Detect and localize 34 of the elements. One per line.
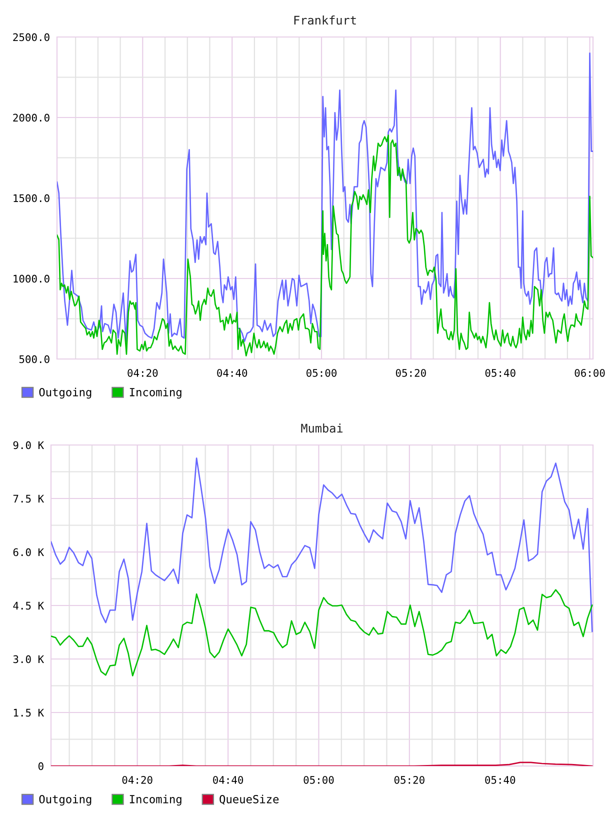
x-tick-label: 05:00 xyxy=(304,776,334,784)
y-tick-label: 7.5 K xyxy=(13,494,44,503)
legend-label: Incoming xyxy=(130,794,182,806)
y-tick-label: 1500.0 xyxy=(14,194,50,202)
chart-title: Frankfurt xyxy=(294,16,356,25)
y-tick-label: 1.5 K xyxy=(14,708,44,717)
x-tick-label: 05:00 xyxy=(306,368,337,377)
y-tick-label: 2000.0 xyxy=(13,114,50,122)
y-tick-label: 0 xyxy=(38,762,44,770)
x-tick-label: 04:40 xyxy=(217,368,248,377)
y-tick-label: 1000.0 xyxy=(14,274,50,283)
legend-label: Outgoing xyxy=(39,388,92,399)
line-series xyxy=(57,134,593,356)
x-tick-label: 05:40 xyxy=(485,776,516,784)
x-tick-label: 04:40 xyxy=(213,776,244,784)
chart-title: Mumbai xyxy=(301,424,343,433)
x-tick-label: 05:20 xyxy=(394,776,424,784)
x-tick-label: 04:20 xyxy=(122,776,152,784)
y-tick-label: 2500.0 xyxy=(13,33,50,42)
line-series xyxy=(51,458,593,632)
y-tick-label: 4.5 K xyxy=(13,602,44,610)
y-tick-label: 500.0 xyxy=(19,355,50,364)
y-tick-label: 9.0 K xyxy=(13,441,44,450)
line-series xyxy=(51,589,593,676)
x-tick-label: 06:00 xyxy=(574,368,605,377)
legend-label: QueueSize xyxy=(220,794,279,805)
y-tick-label: 6.0 K xyxy=(13,548,44,556)
y-tick-label: 3.0 K xyxy=(13,655,44,664)
x-tick-label: 04:20 xyxy=(128,368,158,377)
line-series xyxy=(57,52,593,342)
x-tick-label: 05:20 xyxy=(396,368,426,377)
legend-label: Outgoing xyxy=(39,794,92,806)
x-tick-label: 05:40 xyxy=(485,368,516,377)
legend-label: Incoming xyxy=(130,388,182,399)
